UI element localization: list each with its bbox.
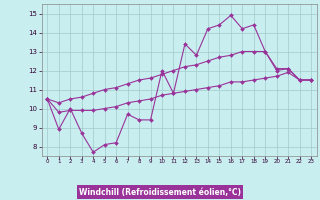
Text: Windchill (Refroidissement éolien,°C): Windchill (Refroidissement éolien,°C) xyxy=(79,188,241,196)
